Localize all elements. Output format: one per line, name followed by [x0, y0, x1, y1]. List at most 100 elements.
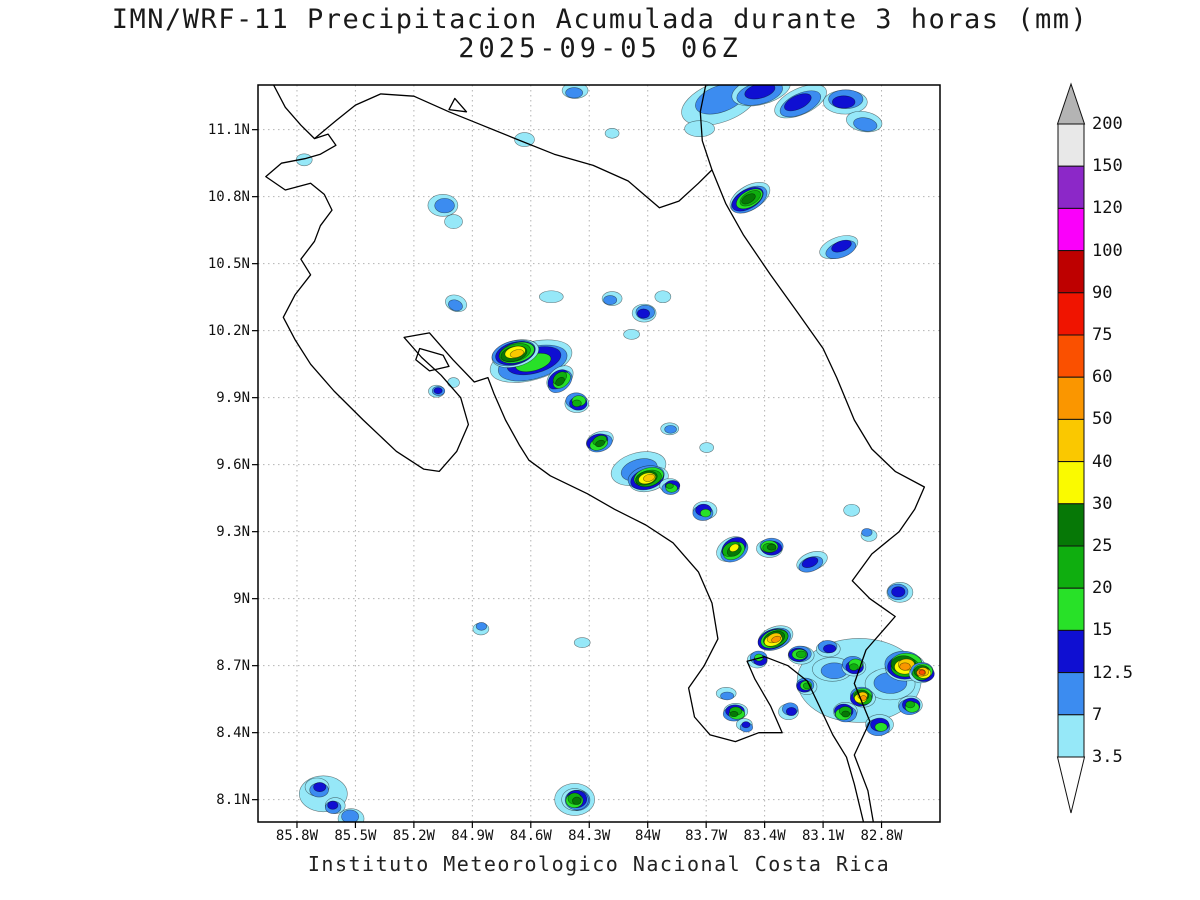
- precip-cell: [774, 85, 827, 119]
- precip-cell: [337, 808, 365, 822]
- precip-cell: [865, 714, 894, 737]
- colorbar-segment: [1057, 207, 1085, 252]
- lon-tick-label: 84.9W: [451, 828, 494, 844]
- chart-title: IMN/WRF-11 Precipitacion Acumulada duran…: [111, 4, 1089, 35]
- precip-cell: [815, 640, 841, 658]
- precip-cell: [846, 110, 883, 133]
- precip-cell: [604, 127, 620, 139]
- precip-cell: [472, 622, 490, 636]
- colorbar: [1056, 82, 1086, 814]
- lon-tick-label: 85.5W: [334, 828, 377, 844]
- lon-tick-label: 84.6W: [509, 828, 552, 844]
- lon-tick-label: 85.2W: [392, 828, 435, 844]
- colorbar-tick-label: 150: [1092, 156, 1123, 177]
- colorbar-tick-label: 60: [1092, 367, 1113, 388]
- colorbar-tick-label: 90: [1092, 282, 1113, 303]
- precip-cell: [585, 430, 614, 453]
- precip-cell: [778, 702, 799, 721]
- precip-cell: [427, 194, 459, 217]
- colorbar-over-arrow: [1056, 82, 1086, 125]
- precip-cell: [684, 120, 715, 137]
- precip-cell: [564, 392, 590, 413]
- lat-tick-label: 8.1N: [216, 791, 250, 808]
- precip-cell: [736, 718, 753, 733]
- lon-tick-label: 84.3W: [568, 828, 611, 844]
- colorbar-segment: [1057, 629, 1085, 674]
- precip-cell: [428, 384, 446, 398]
- precip-cell: [898, 695, 923, 716]
- precip-cell: [746, 650, 768, 669]
- grid-lines: [258, 85, 940, 822]
- precip-cell: [546, 365, 574, 393]
- colorbar-segment: [1057, 292, 1085, 336]
- precip-cell: [491, 339, 540, 368]
- lat-tick-label: 9N: [233, 590, 250, 607]
- precip-cell: [756, 537, 784, 558]
- axis-ticks: [252, 129, 883, 828]
- lat-tick-label: 9.3N: [216, 523, 250, 540]
- precip-cell: [444, 214, 463, 229]
- colorbar-segment: [1057, 545, 1085, 589]
- lon-tick-label: 83.1W: [802, 828, 845, 844]
- precip-cell: [561, 788, 589, 811]
- precip-cell: [514, 132, 535, 147]
- precip-cell: [886, 581, 914, 603]
- footer-credit: Instituto Meteorologico Nacional Costa R…: [307, 852, 891, 876]
- coastline: [265, 85, 926, 822]
- precip-cell: [692, 500, 718, 521]
- precip-cell: [722, 703, 749, 722]
- precip-cell: [538, 290, 564, 304]
- precip-cell: [819, 235, 859, 260]
- lat-tick-label: 10.2N: [207, 322, 250, 339]
- colorbar-segment: [1057, 672, 1085, 716]
- precip-cell: [787, 645, 815, 665]
- lon-tick-label: 85.8W: [275, 828, 319, 844]
- colorbar-segment: [1057, 250, 1085, 294]
- colorbar-segment: [1057, 714, 1085, 758]
- precip-cell: [715, 687, 737, 701]
- precip-cell: [860, 528, 878, 542]
- colorbar-tick-label: 100: [1092, 240, 1123, 261]
- colorbar-tick-label: 30: [1092, 493, 1113, 514]
- colorbar-under-arrow: [1056, 756, 1086, 814]
- colorbar-tick-label: 12.5: [1092, 662, 1133, 683]
- precip-cell: [729, 182, 771, 214]
- precip-cell: [561, 85, 589, 99]
- colorbar-tick-label: 7: [1092, 704, 1103, 725]
- precip-cell: [757, 625, 794, 651]
- precip-cell: [843, 503, 860, 517]
- precip-cell: [324, 797, 346, 814]
- precip-cell: [908, 662, 935, 684]
- colorbar-tick-label: 50: [1092, 409, 1113, 430]
- precip-cell: [659, 478, 681, 495]
- colorbar-tick-label: 200: [1092, 114, 1123, 134]
- lat-tick-label: 9.6N: [216, 456, 250, 473]
- colorbar-segment: [1057, 587, 1085, 631]
- precip-cell: [623, 329, 640, 340]
- map-border: [257, 84, 941, 823]
- precip-shading: [295, 85, 935, 822]
- precip-cell: [716, 536, 749, 563]
- precip-cell: [699, 442, 714, 453]
- precip-cell: [601, 291, 623, 306]
- lat-tick-label: 9.9N: [216, 389, 250, 406]
- precip-cell: [731, 85, 791, 107]
- lat-tick-label: 10.5N: [207, 255, 250, 272]
- colorbar-segment: [1057, 461, 1085, 505]
- lon-tick-label: 83.7W: [685, 828, 728, 844]
- colorbar-tick-label: 3.5: [1092, 747, 1123, 767]
- precip-cell: [631, 303, 657, 323]
- colorbar-segment: [1057, 418, 1085, 463]
- colorbar-tick-label: 20: [1092, 578, 1113, 599]
- chart-subtitle-datetime: 2025-09-05 06Z: [458, 33, 742, 64]
- lon-tick-label: 84W: [635, 828, 661, 844]
- colorbar-tick-label: 25: [1092, 536, 1113, 556]
- colorbar-tick-label: 75: [1092, 325, 1113, 345]
- colorbar-tick-label: 15: [1092, 620, 1113, 641]
- precip-cell: [660, 422, 679, 436]
- precip-cell: [654, 290, 672, 304]
- precip-cell: [445, 294, 468, 313]
- colorbar-segment: [1057, 165, 1085, 209]
